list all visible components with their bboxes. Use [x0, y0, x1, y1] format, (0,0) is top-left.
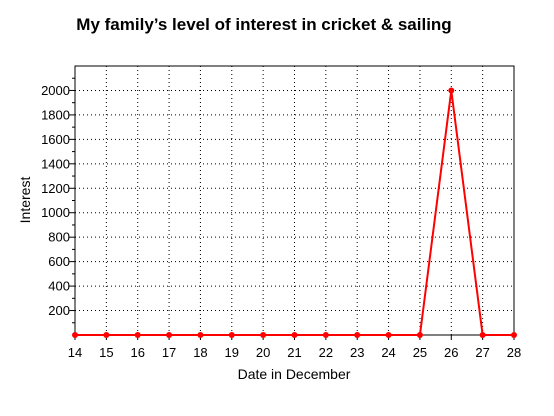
data-point — [448, 87, 455, 94]
x-tick-label: 26 — [444, 345, 458, 360]
y-tick-label: 200 — [48, 303, 70, 318]
y-tick-label: 1200 — [41, 181, 70, 196]
data-point — [322, 332, 329, 338]
x-axis-label: Date in December — [238, 366, 351, 382]
y-tick-label: 1800 — [41, 107, 70, 122]
y-axis: 200 400 600 800 1000 1200 1400 1600 1800 2000 — [41, 77, 75, 324]
data-point — [479, 332, 486, 338]
data-point — [354, 332, 361, 338]
data-point — [103, 332, 110, 338]
x-tick-label: 18 — [193, 345, 207, 360]
data-point — [72, 332, 78, 338]
data-point — [291, 332, 298, 338]
x-tick-label: 19 — [225, 345, 239, 360]
grid-lines — [75, 66, 514, 335]
data-point — [228, 332, 235, 338]
x-tick-label: 21 — [287, 345, 301, 360]
data-point — [166, 332, 173, 338]
y-tick-label: 600 — [48, 254, 70, 269]
data-point — [385, 332, 392, 338]
x-tick-label: 24 — [381, 345, 395, 360]
x-tick-label: 14 — [68, 345, 82, 360]
y-tick-label: 2000 — [41, 83, 70, 98]
data-point — [197, 332, 204, 338]
data-point — [134, 332, 141, 338]
data-point — [416, 332, 423, 338]
data-point — [511, 332, 517, 338]
data-point — [260, 332, 267, 338]
x-tick-label: 17 — [162, 345, 176, 360]
x-axis: 14 15 16 17 18 19 20 21 22 23 24 25 26 27 28 — [68, 335, 521, 360]
x-tick-label: 16 — [130, 345, 144, 360]
x-tick-label: 22 — [319, 345, 333, 360]
x-tick-label: 23 — [350, 345, 364, 360]
series-layer — [72, 87, 517, 338]
y-tick-label: 400 — [48, 279, 70, 294]
y-axis-label: Interest — [17, 177, 33, 224]
x-tick-label: 15 — [99, 345, 113, 360]
x-tick-label: 27 — [475, 345, 489, 360]
y-tick-label: 1000 — [41, 205, 70, 220]
chart-title: My family’s level of interest in cricket… — [76, 15, 451, 34]
y-tick-label: 1600 — [41, 132, 70, 147]
y-tick-label: 800 — [48, 230, 70, 245]
x-tick-label: 28 — [507, 345, 521, 360]
x-tick-label: 25 — [413, 345, 427, 360]
y-tick-label: 1400 — [41, 156, 70, 171]
x-tick-label: 20 — [256, 345, 270, 360]
